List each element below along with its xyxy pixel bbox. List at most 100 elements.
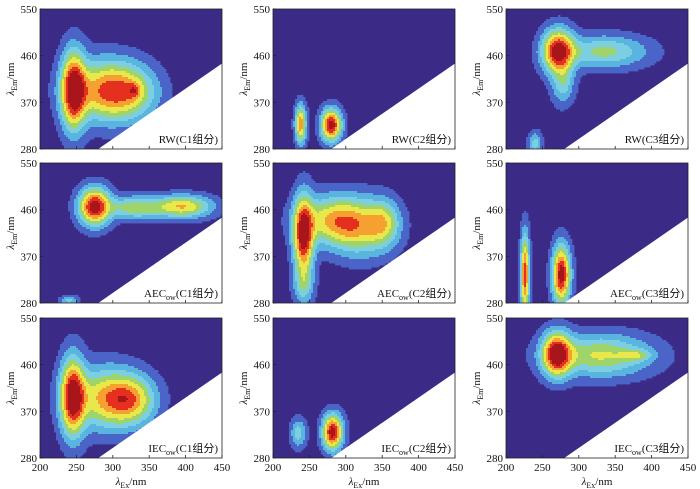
contour-cell xyxy=(297,117,300,120)
contour-cell xyxy=(570,87,573,90)
contour-cell xyxy=(540,61,543,64)
contour-cell xyxy=(560,41,563,44)
contour-cell xyxy=(62,49,65,52)
contour-cell xyxy=(564,65,567,68)
contour-cell xyxy=(552,43,555,46)
contour-cell xyxy=(556,93,559,96)
contour-cell xyxy=(78,49,81,52)
contour-cell xyxy=(88,79,91,82)
contour-cell xyxy=(600,61,603,64)
contour-cell xyxy=(626,69,629,72)
contour-cell xyxy=(58,63,61,66)
contour-cell xyxy=(590,69,593,72)
contour-cell xyxy=(570,37,573,40)
contour-cell xyxy=(650,53,653,56)
contour-cell xyxy=(64,67,67,70)
contour-cell xyxy=(572,39,575,42)
contour-cell xyxy=(140,57,143,60)
contour-cell xyxy=(106,119,109,122)
contour-cell xyxy=(136,83,139,86)
contour-cell xyxy=(60,117,63,120)
contour-cell xyxy=(556,51,559,54)
contour-cell xyxy=(114,61,117,64)
contour-cell xyxy=(60,99,63,102)
contour-cell xyxy=(120,81,123,84)
contour-cell xyxy=(138,113,141,116)
contour-cell xyxy=(72,93,75,96)
contour-cell xyxy=(98,59,101,62)
contour-cell xyxy=(622,45,625,48)
contour-cell xyxy=(564,19,567,22)
contour-cell xyxy=(126,111,129,114)
contour-cell xyxy=(72,81,75,84)
contour-cell xyxy=(96,49,99,52)
contour-cell xyxy=(648,63,651,66)
contour-cell xyxy=(305,109,308,112)
contour-cell xyxy=(552,27,555,30)
contour-cell xyxy=(118,77,121,80)
contour-cell xyxy=(628,67,631,70)
contour-cell xyxy=(104,103,107,106)
contour-cell xyxy=(114,59,117,62)
contour-cell xyxy=(572,79,575,82)
contour-cell xyxy=(92,133,95,136)
contour-cell xyxy=(152,105,155,108)
contour-cell xyxy=(54,81,57,84)
contour-cell xyxy=(526,141,529,144)
contour-cell xyxy=(301,123,304,126)
contour-cell xyxy=(562,87,565,90)
contour-cell xyxy=(317,137,320,140)
contour-cell xyxy=(556,25,559,28)
contour-cell xyxy=(164,83,167,86)
contour-cell xyxy=(566,95,569,98)
contour-cell xyxy=(616,45,619,48)
contour-cell xyxy=(542,75,545,78)
contour-cell xyxy=(558,51,561,54)
contour-cell xyxy=(64,75,67,78)
contour-cell xyxy=(52,89,55,92)
contour-cell xyxy=(325,105,328,108)
contour-cell xyxy=(301,99,304,102)
contour-cell xyxy=(130,105,133,108)
contour-cell xyxy=(100,59,103,62)
contour-cell xyxy=(62,53,65,56)
contour-cell xyxy=(64,109,67,112)
contour-cell xyxy=(556,53,559,56)
contour-cell xyxy=(124,69,127,72)
contour-cell xyxy=(116,63,119,66)
contour-cell xyxy=(50,89,53,92)
contour-cell xyxy=(552,77,555,80)
contour-cell xyxy=(156,107,159,110)
contour-cell xyxy=(594,53,597,56)
contour-cell xyxy=(550,83,553,86)
contour-cell xyxy=(70,127,73,130)
contour-cell xyxy=(554,19,557,22)
contour-cell xyxy=(321,131,324,134)
contour-cell xyxy=(66,57,69,60)
contour-cell xyxy=(604,69,607,72)
contour-cell xyxy=(114,135,117,138)
contour-cell xyxy=(60,107,63,110)
contour-cell xyxy=(164,85,167,88)
contour-cell xyxy=(104,113,107,116)
contour-cell xyxy=(544,69,547,72)
contour-cell xyxy=(295,125,298,128)
contour-cell xyxy=(580,45,583,48)
contour-cell xyxy=(130,121,133,124)
contour-cell xyxy=(650,51,653,54)
contour-cell xyxy=(337,137,340,140)
contour-cell xyxy=(166,91,169,94)
contour-cell xyxy=(72,123,75,126)
contour-cell xyxy=(584,31,587,34)
contour-cell xyxy=(345,121,348,124)
contour-cell xyxy=(534,39,537,42)
contour-cell xyxy=(148,99,151,102)
contour-cell xyxy=(128,63,131,66)
contour-cell xyxy=(152,59,155,62)
contour-cell xyxy=(56,73,59,76)
contour-cell xyxy=(327,141,330,144)
contour-cell xyxy=(88,109,91,112)
contour-cell xyxy=(98,113,101,116)
contour-cell xyxy=(650,61,653,64)
contour-cell xyxy=(82,99,85,102)
